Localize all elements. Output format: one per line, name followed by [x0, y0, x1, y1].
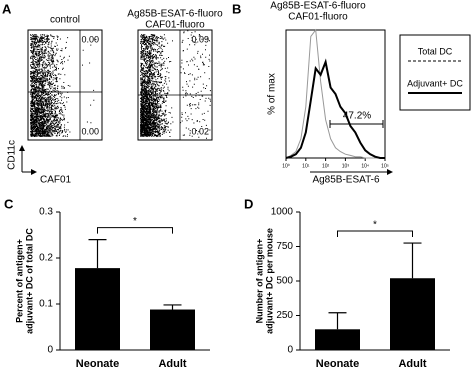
legend-label: Total DC [418, 46, 453, 56]
event-cloud [30, 34, 97, 137]
quadrant-value: 0.00 [81, 126, 99, 136]
y-axis-label: adjuvant+ DC per mouse [264, 228, 274, 334]
panel-letter: C [4, 196, 14, 211]
quadrant-value: 3.54 [141, 34, 159, 44]
x-tick-label: 10³ [342, 163, 350, 169]
x-tick-label: Adult [398, 358, 426, 370]
plot-frame [285, 29, 386, 159]
x-axis-label: CAF01 [40, 175, 72, 186]
panel-letter: D [244, 196, 253, 211]
bar [390, 278, 435, 350]
y-tick-label: 500 [276, 276, 293, 287]
x-tick-label: 10² [322, 163, 330, 169]
significance-bracket [337, 230, 413, 238]
quadrant-value: 0.02 [191, 126, 209, 136]
plot-title: CAF01-fluoro [145, 20, 205, 31]
y-tick-label: 250 [276, 310, 293, 321]
series-line [285, 58, 385, 159]
x-tick-label: 10¹ [302, 163, 310, 169]
error-bar [328, 312, 347, 330]
y-axis-label: Percent of antigen+ [14, 239, 24, 323]
y-axis-label: adjuvant+ DC of total DC [24, 228, 34, 334]
y-tick-label: 0 [47, 345, 53, 356]
gate-value: 47.2% [343, 111, 371, 122]
quadrant-value: 0.09 [191, 34, 209, 44]
y-axis-label: Number of antigen+ [254, 239, 264, 324]
plot-title: Ag85B-ESAT-6-fluoro [127, 9, 223, 20]
panel-letter: B [232, 1, 241, 16]
event-cloud [140, 30, 211, 139]
y-tick-label: 0.3 [39, 207, 53, 218]
x-tick-label: Adult [158, 358, 186, 370]
plot-frame [137, 29, 213, 141]
quadrant-value: 0.00 [81, 34, 99, 44]
y-tick-label: 0.2 [39, 253, 53, 264]
y-tick-label: 1000 [271, 207, 294, 218]
panel-letter: A [2, 1, 12, 16]
error-bar [403, 242, 422, 279]
legend-label: Adjuvant+ DC [407, 78, 463, 88]
x-tick-label: 10⁴ [361, 163, 369, 169]
significance-label: * [373, 220, 377, 231]
plot-frame [27, 29, 103, 141]
x-tick-label: 10⁰ [282, 163, 290, 169]
bar [150, 309, 195, 350]
y-tick-label: 0 [287, 345, 293, 356]
significance-bracket [97, 227, 173, 234]
x-tick-label: 10⁵ [381, 163, 389, 169]
x-tick-label: Neonate [316, 358, 359, 370]
series-line [285, 28, 385, 159]
y-axis-label: % of max [267, 73, 278, 115]
plot-title: CAF01-fluoro [288, 12, 348, 23]
error-bar [88, 239, 107, 269]
bar [315, 329, 360, 350]
plot-title: Ag85B-ESAT-6-fluoro [270, 1, 366, 12]
y-tick-label: 750 [276, 241, 293, 252]
error-bar [163, 304, 182, 310]
x-axis-label: Ag85B-ESAT-6 [312, 175, 380, 186]
legend-box [399, 34, 471, 111]
quadrant-value: 3.43 [31, 34, 49, 44]
y-tick-label: 0.1 [39, 299, 53, 310]
x-tick-label: Neonate [76, 358, 119, 370]
y-axis-label: CD11c [7, 140, 18, 170]
significance-label: * [133, 216, 137, 227]
bar [75, 268, 120, 350]
plot-title: control [50, 15, 80, 26]
